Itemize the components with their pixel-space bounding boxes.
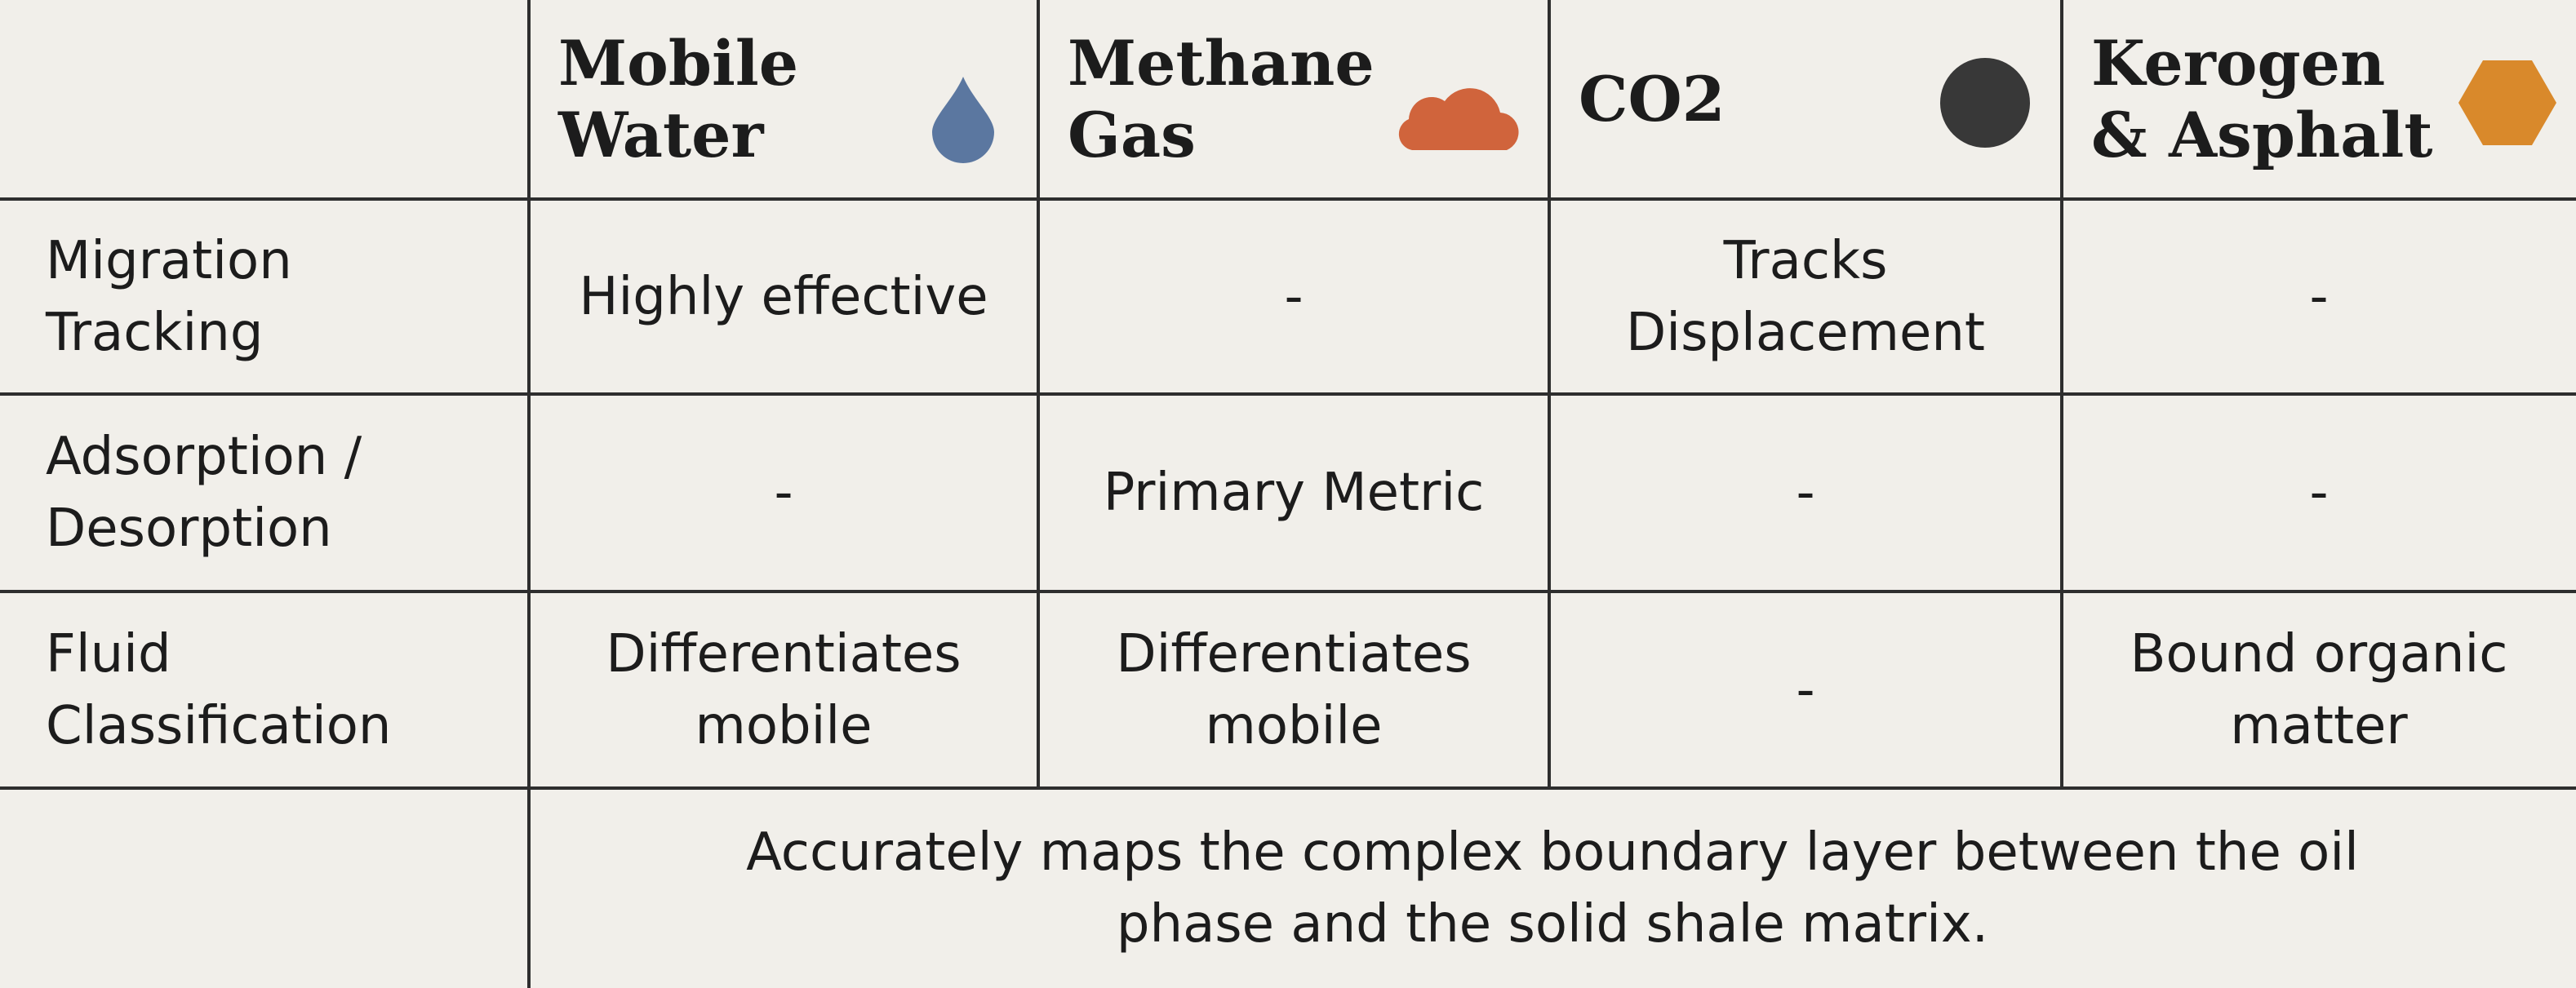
row-label-line: Adsorption / [46,427,362,487]
row-label: Adsorption / Desorption [0,394,529,591]
cell-text: Primary Metric [1103,463,1485,523]
cell-text: - [1796,463,1815,523]
row-divider [0,197,2576,201]
cell-text: - [774,463,793,523]
cell-text: - [2309,463,2329,523]
row-label-line: Fluid [46,623,171,685]
row-divider [0,590,2576,593]
column-header-line: Kerogen [2091,27,2386,100]
column-divider [527,0,531,988]
cell-text: matter [2230,695,2408,756]
table-cell: - [529,394,1038,591]
column-header-line: Methane [1068,27,1375,100]
cell-text: - [1796,659,1815,720]
table-cell: Differentiates mobile [1038,591,1549,788]
co2-circle-icon [1940,58,2030,148]
cell-text: Highly effective [579,266,988,327]
table-cell: Bound organic matter [2062,591,2576,788]
table-cell: Highly effective [529,199,1038,394]
column-header-line: Water [558,99,764,171]
column-header-line: CO2 [1579,63,1725,135]
row-label: Migration Tracking [0,199,529,394]
table-cell: - [1549,394,2062,591]
footer-note: Accurately maps the complex boundary lay… [529,788,2576,988]
table-cell: - [1549,591,2062,788]
cell-text: - [2309,266,2329,327]
column-header-line: Mobile [558,27,799,100]
cell-text: Bound organic [2130,623,2508,685]
cell-text: Differentiates [606,623,962,685]
row-label-line: Desorption [46,498,332,559]
table-cell: Tracks Displacement [1549,199,2062,394]
footer-line: Accurately maps the complex boundary lay… [746,822,2359,883]
water-drop-icon [932,77,994,163]
hexagon-icon [2458,60,2556,145]
table-cell: - [2062,394,2576,591]
cell-text: Differentiates [1116,623,1472,685]
column-header: CO2 [1549,0,2062,199]
row-label-line: Tracking [46,302,264,363]
column-header: Methane Gas [1038,0,1549,199]
row-divider [0,392,2576,396]
column-header-line: Gas [1068,99,1196,171]
row-divider [0,786,2576,790]
column-header: Kerogen & Asphalt [2062,0,2576,199]
cell-text: mobile [1205,695,1383,756]
row-label: Fluid Classification [0,591,529,788]
table-cell: - [1038,199,1549,394]
cell-text: Tracks [1723,230,1888,291]
column-header-line: & Asphalt [2091,99,2433,171]
column-header: Mobile Water [529,0,1038,199]
cell-text: Displacement [1626,302,1985,363]
table-cell: - [2062,199,2576,394]
table-cell: Primary Metric [1038,394,1549,591]
row-label-line: Classification [46,695,392,756]
table-cell: Differentiates mobile [529,591,1038,788]
cell-text: - [1284,266,1304,327]
footer-line: phase and the solid shale matrix. [1116,893,1989,955]
cloud-icon [1398,88,1519,150]
cell-text: mobile [695,695,873,756]
row-label-line: Migration [46,230,292,291]
